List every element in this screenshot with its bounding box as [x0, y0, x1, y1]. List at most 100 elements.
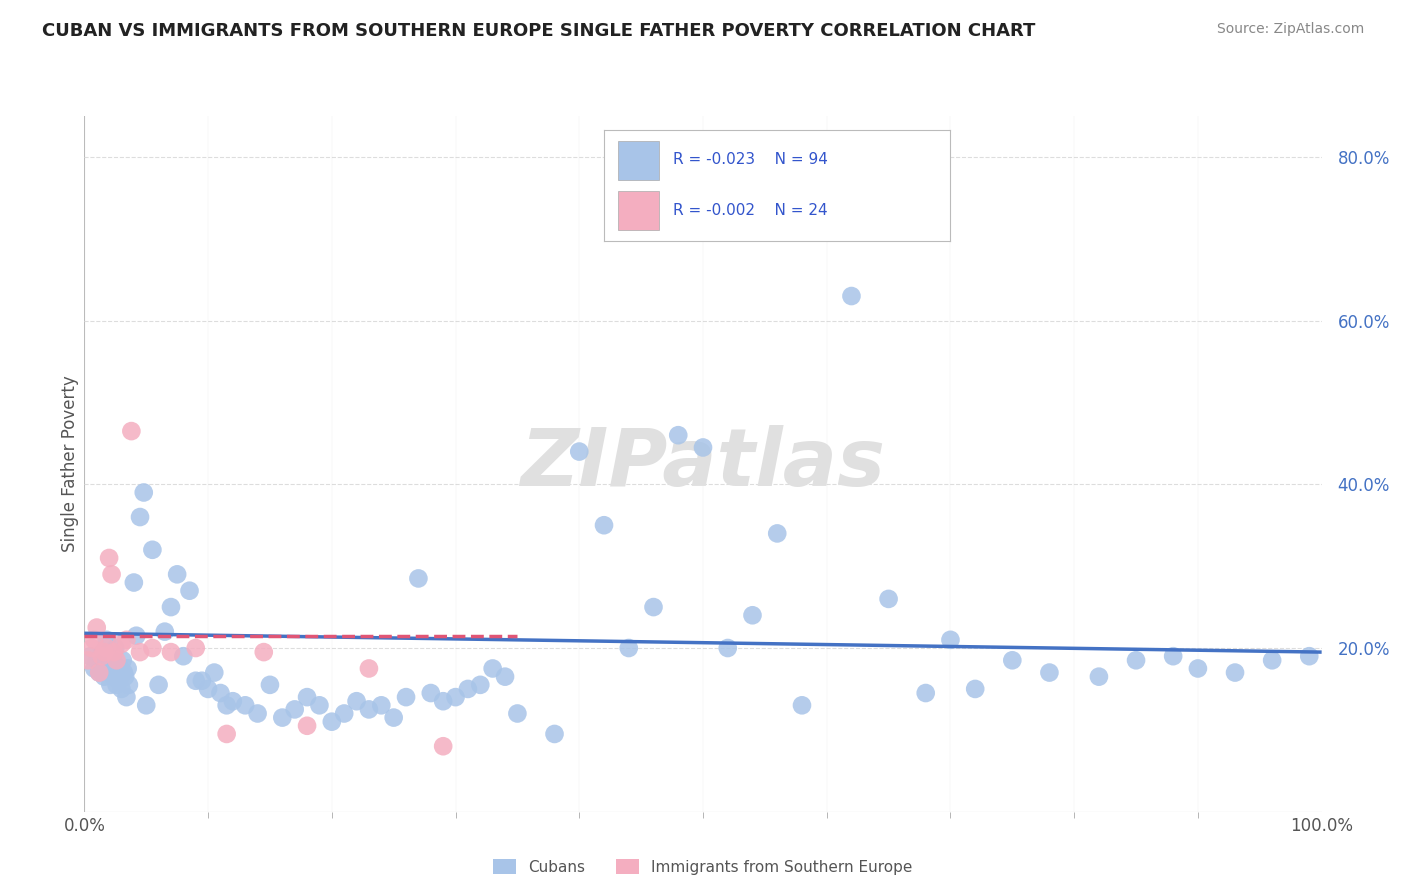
- Point: [115, 632, 138, 647]
- Point: [120, 424, 142, 438]
- Point: [382, 710, 405, 724]
- Point: [96, 632, 118, 647]
- Point: [617, 640, 640, 655]
- Point: [222, 694, 245, 708]
- Point: [346, 694, 368, 708]
- Point: [89, 665, 111, 680]
- Point: [148, 678, 170, 692]
- Point: [160, 645, 183, 659]
- Legend: Cubans, Immigrants from Southern Europe: Cubans, Immigrants from Southern Europe: [488, 853, 918, 880]
- Point: [1261, 653, 1284, 667]
- Point: [94, 661, 117, 675]
- Point: [432, 739, 454, 754]
- Point: [90, 649, 112, 664]
- Point: [89, 665, 111, 680]
- Point: [308, 698, 330, 713]
- Point: [79, 649, 101, 664]
- Point: [408, 571, 430, 585]
- Point: [153, 624, 176, 639]
- Point: [100, 657, 122, 672]
- Point: [457, 681, 479, 696]
- Point: [110, 637, 132, 651]
- Point: [107, 665, 129, 680]
- Point: [246, 706, 269, 721]
- Point: [197, 681, 219, 696]
- Point: [717, 640, 740, 655]
- Point: [93, 670, 115, 684]
- Point: [1125, 653, 1147, 667]
- Point: [101, 649, 124, 664]
- Point: [160, 600, 183, 615]
- Point: [215, 698, 238, 713]
- Point: [841, 289, 863, 303]
- Point: [93, 645, 115, 659]
- Point: [83, 632, 105, 647]
- Point: [129, 645, 152, 659]
- Point: [766, 526, 789, 541]
- Point: [790, 698, 813, 713]
- Point: [115, 690, 138, 705]
- Point: [103, 670, 125, 684]
- Point: [80, 640, 103, 655]
- Point: [284, 702, 307, 716]
- Point: [103, 645, 125, 659]
- Point: [184, 673, 207, 688]
- Point: [110, 661, 132, 675]
- Point: [108, 673, 131, 688]
- Point: [233, 698, 256, 713]
- Point: [209, 686, 232, 700]
- Point: [1088, 670, 1111, 684]
- Point: [370, 698, 392, 713]
- Point: [593, 518, 616, 533]
- Point: [1038, 665, 1060, 680]
- Point: [543, 727, 565, 741]
- Point: [98, 551, 121, 566]
- Point: [105, 653, 128, 667]
- Point: [114, 670, 136, 684]
- Point: [202, 665, 225, 680]
- Point: [643, 600, 665, 615]
- Point: [432, 694, 454, 708]
- Point: [141, 640, 163, 655]
- Point: [692, 441, 714, 455]
- Point: [939, 632, 962, 647]
- Point: [321, 714, 343, 729]
- Point: [129, 510, 152, 524]
- Point: [914, 686, 936, 700]
- Point: [100, 567, 122, 582]
- Point: [110, 681, 132, 696]
- Text: ZIPatlas: ZIPatlas: [520, 425, 886, 503]
- Point: [184, 640, 207, 655]
- Point: [494, 670, 516, 684]
- Point: [96, 640, 118, 655]
- Point: [1223, 665, 1246, 680]
- Point: [295, 719, 318, 733]
- Point: [125, 629, 148, 643]
- Point: [1187, 661, 1209, 675]
- Point: [253, 645, 276, 659]
- Point: [333, 706, 356, 721]
- Y-axis label: Single Father Poverty: Single Father Poverty: [62, 376, 80, 552]
- Point: [1161, 649, 1184, 664]
- Point: [357, 661, 380, 675]
- Point: [86, 653, 108, 667]
- Point: [419, 686, 441, 700]
- Point: [118, 678, 141, 692]
- Point: [568, 444, 591, 458]
- Point: [191, 673, 214, 688]
- Point: [1001, 653, 1024, 667]
- Point: [179, 583, 201, 598]
- Point: [166, 567, 188, 582]
- Point: [877, 591, 900, 606]
- Point: [117, 661, 139, 675]
- Point: [83, 661, 105, 675]
- Point: [112, 665, 135, 680]
- Point: [444, 690, 467, 705]
- Point: [172, 649, 194, 664]
- Point: [77, 653, 100, 667]
- Point: [357, 702, 380, 716]
- Point: [98, 665, 121, 680]
- Point: [105, 678, 128, 692]
- Point: [481, 661, 503, 675]
- Point: [97, 653, 120, 667]
